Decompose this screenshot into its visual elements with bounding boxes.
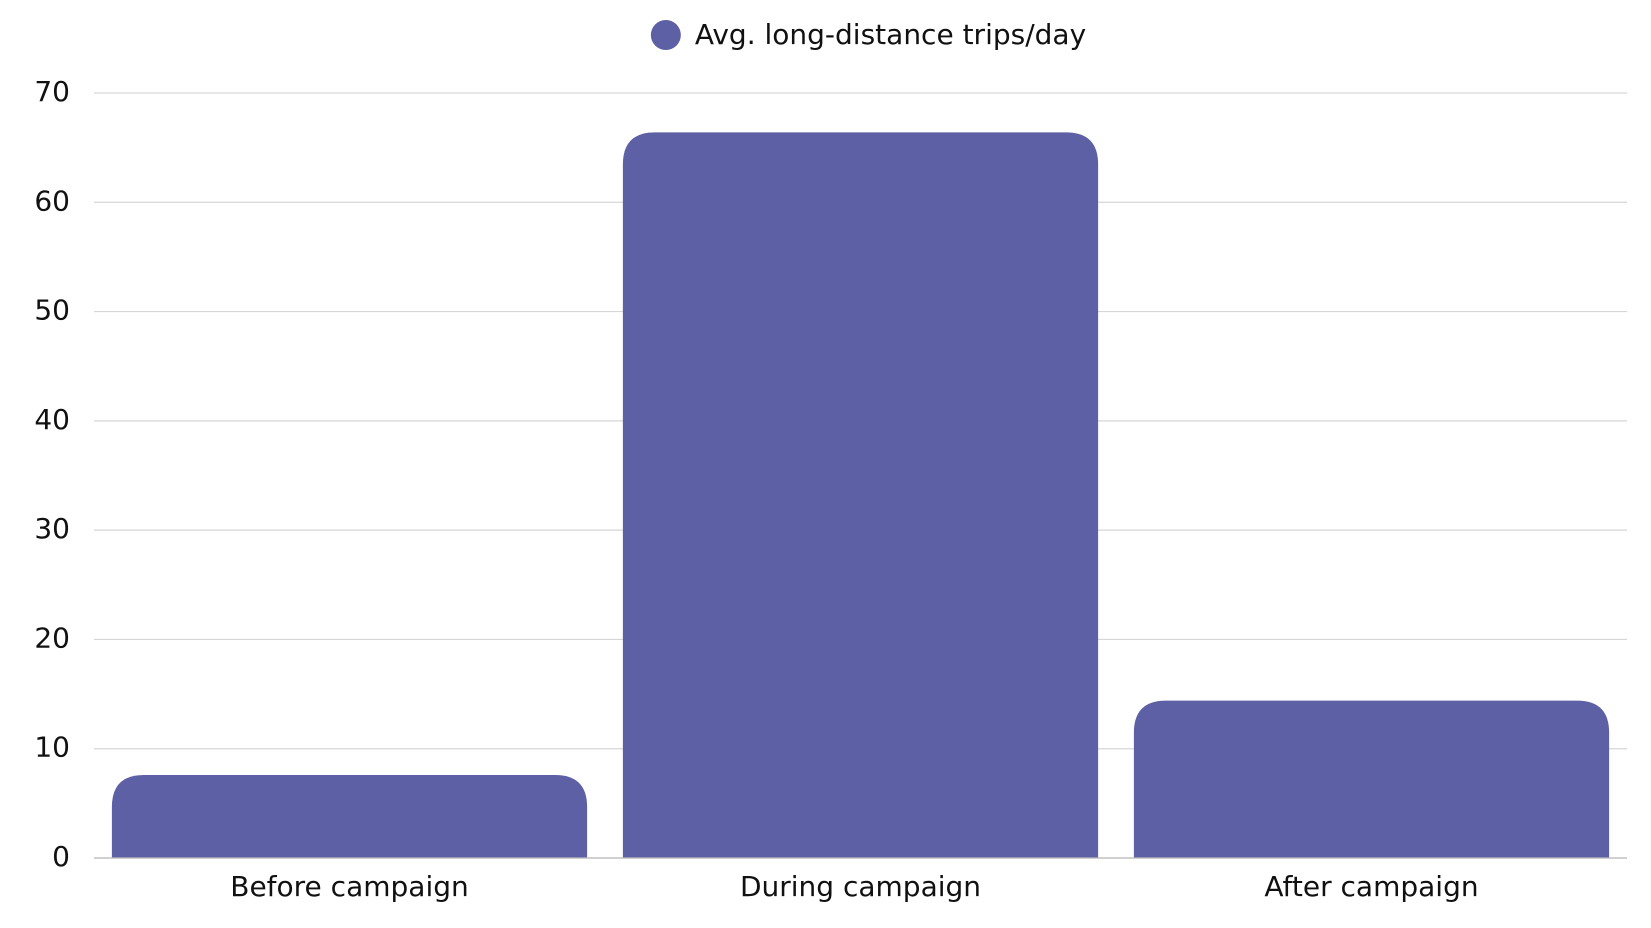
legend-marker bbox=[650, 20, 681, 50]
legend: Avg. long-distance trips/day bbox=[650, 18, 1086, 51]
y-tick-label: 50 bbox=[34, 294, 70, 327]
y-tick-label: 40 bbox=[34, 403, 70, 436]
y-tick-label: 30 bbox=[34, 512, 70, 545]
bar bbox=[622, 132, 1099, 859]
y-tick-label: 10 bbox=[34, 731, 70, 764]
y-tick-label: 20 bbox=[34, 621, 70, 654]
y-tick-label: 0 bbox=[52, 840, 70, 873]
y-tick-label: 60 bbox=[34, 184, 70, 217]
x-tick-label: After campaign bbox=[1264, 870, 1478, 903]
bar bbox=[111, 774, 588, 858]
bar bbox=[1133, 700, 1610, 858]
x-tick-label: During campaign bbox=[740, 870, 981, 903]
y-tick-label: 70 bbox=[34, 75, 70, 108]
legend-label: Avg. long-distance trips/day bbox=[695, 18, 1086, 51]
x-tick-label: Before campaign bbox=[230, 870, 469, 903]
